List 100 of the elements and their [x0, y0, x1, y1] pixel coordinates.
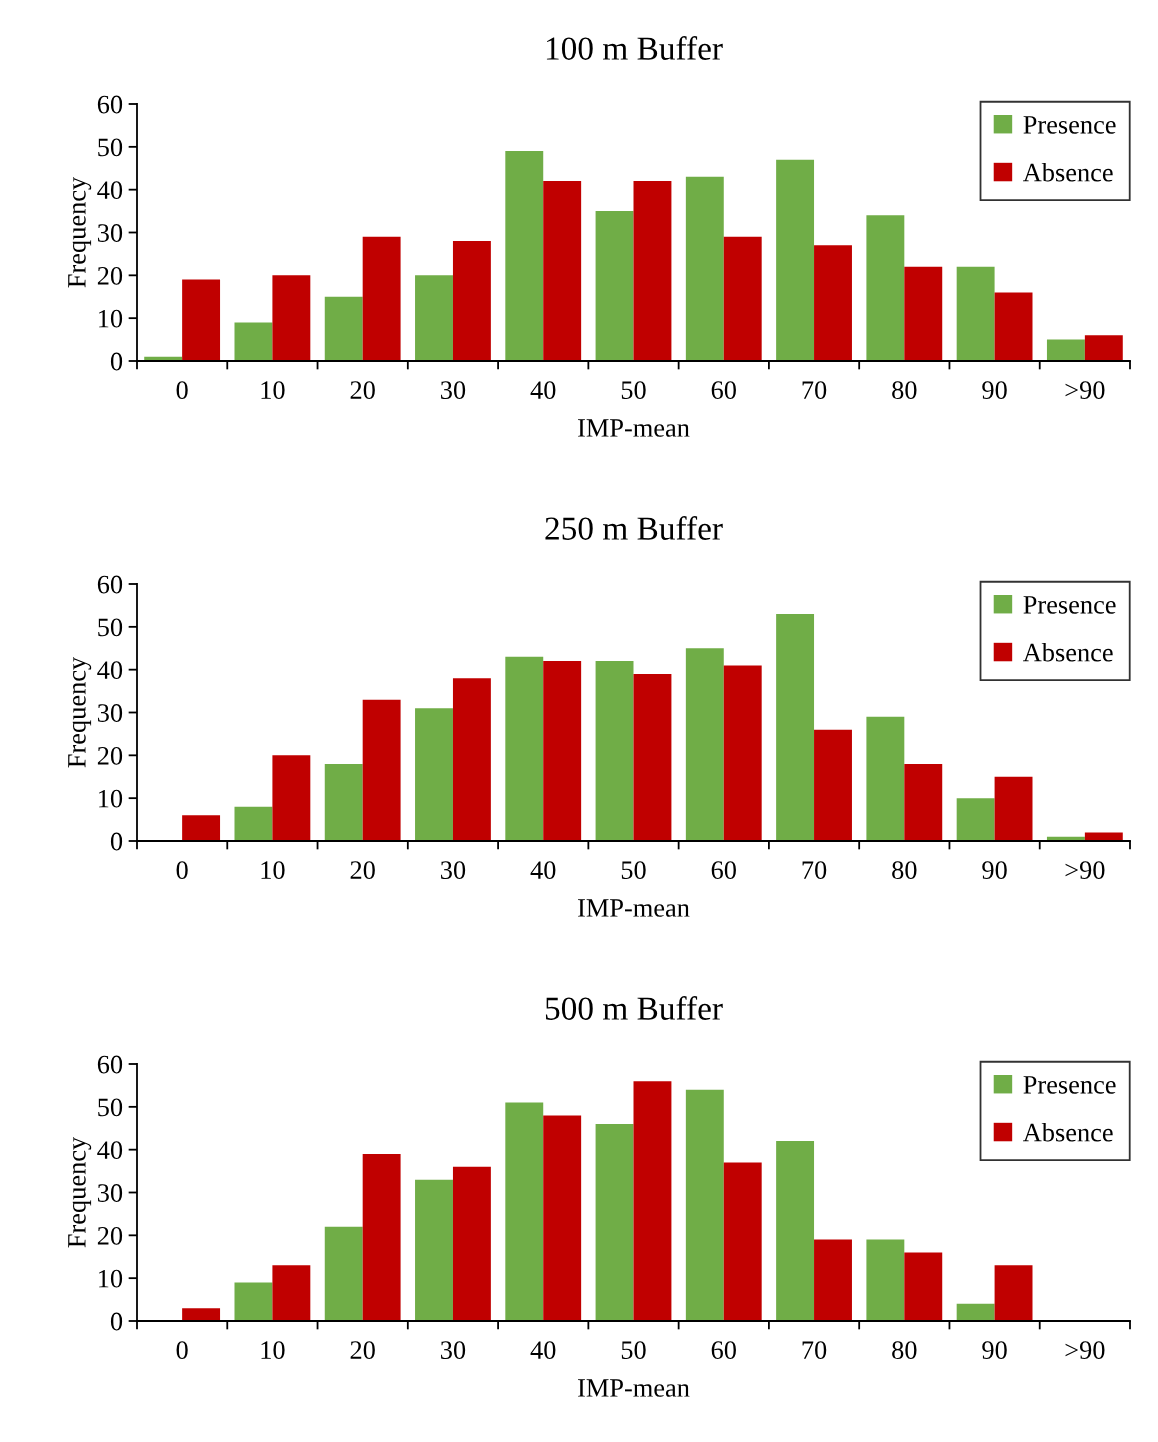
x-axis-title: IMP-mean — [578, 419, 690, 437]
x-tick-label: 0 — [176, 1341, 188, 1360]
bar — [272, 275, 311, 361]
x-tick-label: 50 — [621, 861, 646, 880]
x-axis-title: IMP-mean — [578, 899, 690, 917]
bar — [452, 241, 491, 361]
x-tick-label: 80 — [892, 861, 917, 880]
x-tick-label: 40 — [530, 381, 556, 400]
y-tick-label: 60 — [97, 95, 123, 114]
x-tick-label: 90 — [982, 1341, 1007, 1360]
bar — [234, 322, 273, 361]
bar — [543, 661, 582, 841]
bar — [956, 266, 995, 361]
bar — [272, 1265, 311, 1321]
bar — [776, 1141, 815, 1321]
y-tick-label: 20 — [97, 746, 123, 765]
x-axis-title: IMP-mean — [578, 1379, 690, 1397]
bar — [723, 236, 762, 361]
bar — [595, 661, 634, 841]
y-tick-label: 50 — [98, 1098, 123, 1117]
legend-label: Absence — [1023, 162, 1113, 182]
chart-title: 250 m Buffer — [545, 516, 723, 540]
legend-label: Absence — [1023, 1122, 1113, 1142]
bar — [866, 716, 905, 841]
x-tick-label: 10 — [261, 1341, 285, 1360]
x-tick-label: 70 — [802, 861, 827, 880]
x-tick-label: 70 — [802, 381, 827, 400]
x-tick-label: 20 — [350, 1341, 375, 1360]
bar — [866, 215, 905, 361]
bar — [543, 1115, 582, 1321]
y-tick-label: 10 — [99, 309, 123, 328]
bar — [324, 296, 363, 361]
y-tick-label: 0 — [110, 832, 123, 851]
bar — [723, 665, 762, 841]
bar — [505, 1102, 544, 1321]
y-tick-label: 50 — [98, 138, 123, 157]
bar — [234, 1282, 273, 1321]
bar — [814, 245, 852, 361]
x-tick-label: 80 — [892, 381, 917, 400]
y-tick-label: 10 — [99, 1269, 123, 1288]
y-tick-label: 0 — [110, 352, 123, 371]
x-tick-label: 30 — [441, 381, 466, 400]
bar — [415, 275, 453, 361]
x-tick-label: 60 — [711, 861, 736, 880]
x-tick-label: 10 — [261, 861, 285, 880]
bar — [182, 279, 221, 361]
x-tick-label: 40 — [530, 1341, 556, 1360]
chart-title: 500 m Buffer — [545, 996, 723, 1020]
bar — [362, 1153, 401, 1321]
x-tick-label: 20 — [350, 861, 375, 880]
bar — [1084, 832, 1123, 841]
bar — [362, 699, 401, 841]
bar — [776, 159, 815, 361]
y-tick-label: 50 — [98, 618, 123, 637]
y-tick-label: 40 — [97, 181, 123, 200]
x-tick-label: 0 — [176, 861, 188, 880]
bar — [324, 1226, 363, 1321]
y-tick-label: 20 — [97, 1226, 123, 1245]
y-tick-label: 20 — [97, 266, 123, 285]
bar — [452, 1166, 491, 1321]
bar — [994, 776, 1033, 841]
bar — [904, 763, 943, 841]
bar — [685, 648, 724, 841]
y-tick-label: 10 — [99, 789, 123, 808]
y-tick-label: 40 — [97, 661, 123, 680]
bar — [595, 1123, 634, 1321]
y-axis-title: Frequency — [68, 656, 92, 768]
x-tick-label: 0 — [176, 381, 188, 400]
bar — [994, 1265, 1033, 1321]
bar — [723, 1162, 762, 1321]
bar — [956, 798, 995, 841]
bar — [814, 1239, 852, 1321]
bar — [685, 176, 724, 361]
bar — [505, 151, 544, 361]
x-tick-label: 60 — [711, 1341, 736, 1360]
x-tick-label: 30 — [441, 861, 466, 880]
bar — [633, 1081, 672, 1321]
bar — [415, 1179, 453, 1321]
y-tick-label: 0 — [110, 1312, 123, 1331]
y-tick-label: 60 — [97, 1055, 123, 1074]
bar — [543, 181, 582, 361]
x-tick-label: >90 — [1065, 381, 1105, 400]
y-tick-label: 40 — [97, 1141, 123, 1160]
y-tick-label: 30 — [97, 704, 123, 722]
bar — [685, 1089, 724, 1321]
x-tick-label: 70 — [802, 1341, 827, 1360]
x-tick-label: 80 — [892, 1341, 917, 1360]
y-axis-title: Frequency — [68, 1136, 92, 1248]
bar — [904, 1252, 943, 1321]
y-tick-label: 60 — [97, 575, 123, 594]
bar — [1084, 335, 1123, 361]
x-tick-label: 50 — [621, 1341, 646, 1360]
bar — [633, 181, 672, 361]
bar — [272, 755, 311, 841]
bar — [956, 1303, 995, 1321]
x-tick-label: 30 — [441, 1341, 466, 1360]
bar — [415, 708, 453, 841]
x-tick-label: >90 — [1065, 1341, 1105, 1360]
y-axis-title: Frequency — [68, 176, 92, 288]
bar — [633, 673, 672, 841]
